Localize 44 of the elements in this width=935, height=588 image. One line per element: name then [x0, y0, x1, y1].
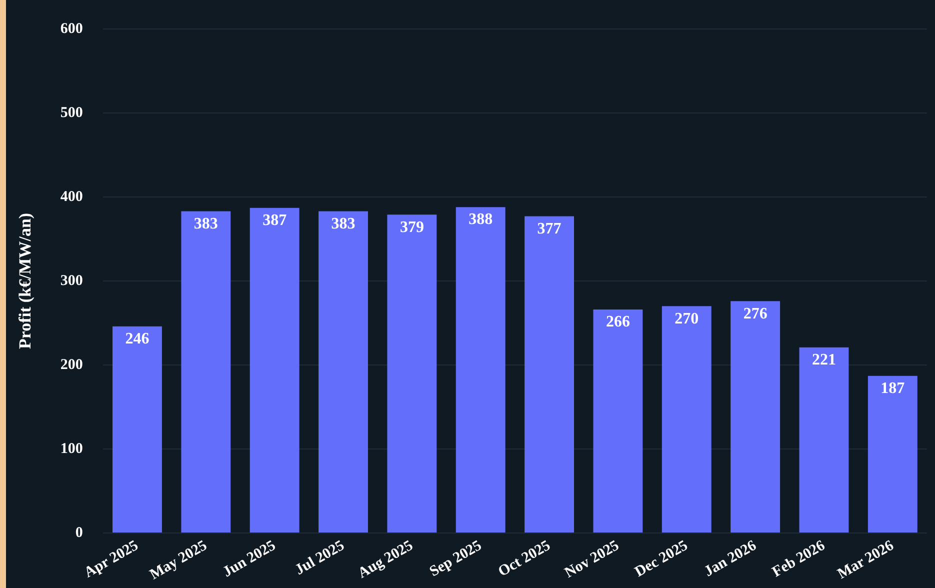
data-label: 387 [262, 212, 287, 230]
bar [593, 310, 643, 532]
bar [730, 301, 780, 532]
y-tick-label: 600 [60, 20, 83, 37]
x-tick-label: Jun 2025 [220, 538, 279, 581]
x-tick-label: Apr 2025 [82, 538, 142, 582]
bar [250, 208, 300, 532]
x-tick-label: Nov 2025 [562, 538, 622, 582]
bar [181, 211, 231, 532]
data-label: 187 [880, 380, 905, 398]
y-tick-label: 0 [75, 524, 83, 541]
bar [524, 216, 574, 532]
y-axis-title: Profit (k€/MW/an) [16, 212, 35, 350]
x-tick-label: Jul 2025 [292, 538, 348, 578]
y-tick-label: 200 [60, 356, 83, 373]
y-tick-label: 400 [60, 188, 83, 205]
bar [318, 211, 368, 532]
data-label: 221 [812, 351, 836, 368]
x-tick-label: Feb 2026 [770, 537, 828, 581]
x-tick-label: Aug 2025 [356, 538, 416, 582]
x-tick-label: Mar 2026 [835, 537, 898, 582]
bar [387, 214, 437, 532]
x-tick-label: Jan 2026 [702, 537, 760, 580]
data-label: 383 [194, 215, 218, 232]
bar [112, 326, 162, 532]
y-tick-label: 300 [60, 272, 83, 289]
x-tick-label: Dec 2025 [632, 538, 691, 581]
data-label: 379 [400, 218, 424, 236]
bar [868, 376, 918, 532]
x-tick-label: May 2025 [147, 538, 210, 584]
y-tick-label: 500 [60, 104, 83, 121]
y-tick-label: 100 [60, 440, 83, 457]
data-label: 266 [606, 314, 630, 331]
data-label: 246 [125, 330, 150, 348]
x-tick-label: Sep 2025 [427, 538, 485, 580]
bar [456, 207, 506, 532]
x-tick-label: Oct 2025 [496, 538, 554, 580]
bar [662, 306, 712, 532]
data-label: 388 [468, 211, 493, 228]
bar [799, 347, 849, 532]
data-label: 383 [331, 215, 356, 232]
data-label: 377 [537, 220, 562, 238]
data-label: 270 [674, 310, 699, 328]
data-label: 276 [743, 305, 768, 322]
